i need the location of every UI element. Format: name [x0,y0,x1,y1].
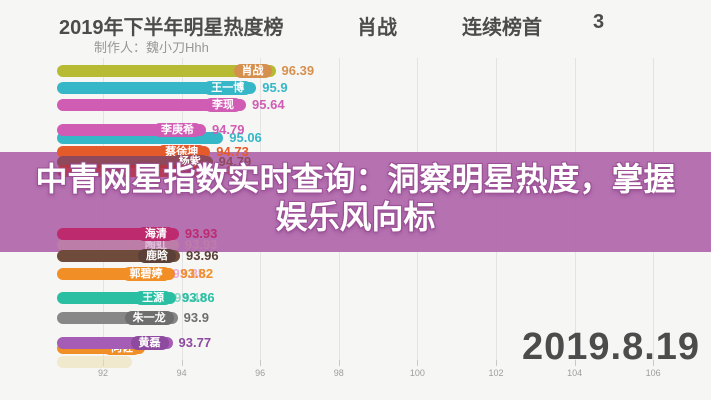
axis-tick-mark [181,360,183,366]
axis-tick-label: 104 [567,368,583,378]
axis-tick-label: 92 [97,368,108,378]
frame-date: 2019.8.19 [522,326,701,368]
bar-label-pill: 海清 [136,227,175,241]
bar-value: 93.82 [180,266,214,281]
bar-row: 海清 93.93 [0,226,711,242]
bar-value: 95.9 [262,80,288,95]
bar-label-pill: 黄磊 [130,336,169,350]
bar-value: 94.79 [211,122,245,137]
bar-value: 93.77 [178,335,212,350]
bar-row: 李庚希 94.79 [0,122,711,138]
bar-row: 王源 93.48 93.86 [0,290,711,306]
axis-tick-mark [653,360,655,366]
bar-value: 94.47 [206,163,239,178]
bar-label-pill: 陶虹 [136,238,175,252]
axis-tick-label: 102 [488,368,504,378]
axis-tick-label: 94 [176,368,187,378]
bar-value: 93.86 [182,290,215,305]
axis-tick-label: 100 [409,368,425,378]
streak-label: 连续榜首 [462,17,542,39]
bar-value: 93.93 [184,237,218,252]
bar-row: 94.47 [0,163,711,179]
axis-tick-mark [496,360,497,366]
bar-value-ghost: 93.48 [174,290,207,305]
axis-tick-label: 98 [333,368,344,378]
chart-title: 2019年下半年明星热度榜 [59,17,284,39]
bar-label-pill: 鹿晗 [138,249,177,263]
headline-text: 中青网星指数实时查询：洞察明星热度，掌握 娱乐风向标 [0,160,711,236]
bar-value-ghost: 93.85 [172,266,206,281]
bar-value: 93.96 [186,248,219,263]
bar-value: 95.64 [252,97,285,112]
bar-label-pill: 王一博 [203,81,253,95]
axis-tick-label: 96 [255,368,266,378]
headline-line1: 中青网星指数实时查询：洞察明星热度，掌握 [35,161,676,197]
bar-value: 93.93 [184,226,218,241]
leader-name: 肖战 [357,17,397,39]
bar-row: 陶虹 93.93 [0,237,711,253]
axis-tick-mark [260,360,262,366]
bar-value: 94.73 [216,144,249,159]
axis-tick-mark [338,360,340,366]
bar-value: 96.39 [281,63,315,78]
headline-line2: 娱乐风向标 [275,199,436,235]
bar-肖战 [57,65,276,77]
bar-label-pill: 肖战 [233,64,272,78]
axis-tick-mark [417,360,419,366]
bar-label-pill: 朱一龙 [124,311,174,325]
bar-李现 [57,99,247,111]
producer-credit: 制作人：魏小刀Hhh [94,40,209,55]
bar-unlabeled [57,165,201,177]
bar-row: 李现 95.64 [0,97,711,113]
bar-unlabeled [57,356,133,368]
bar-value: 95.06 [229,130,262,145]
bar-label-pill: 李庚希 [152,123,202,137]
bar-value: 94.79 [218,154,252,169]
bar-row: 肖战 96.39 [0,63,711,79]
bar-row [0,356,711,370]
bar-row: 王一博 95.9 [0,80,711,96]
bar-label-pill: 王源 [134,291,173,305]
bar-label-pill: 郭碧婷 [121,267,171,281]
bar-row: 朱一龙 93.9 [0,310,711,326]
bar-row: 黄磊 93.77 [0,335,711,351]
bar-row: 郭碧婷 93.85 93.82 [0,266,711,282]
bar-label-pill: 李现 [204,98,243,112]
axis-tick-label: 106 [645,368,661,378]
axis-tick-mark [574,360,576,366]
bar-value: 93.9 [183,310,209,325]
streak-count: 3 [593,11,605,33]
bar-row: 鹿晗 93.96 [0,248,711,264]
